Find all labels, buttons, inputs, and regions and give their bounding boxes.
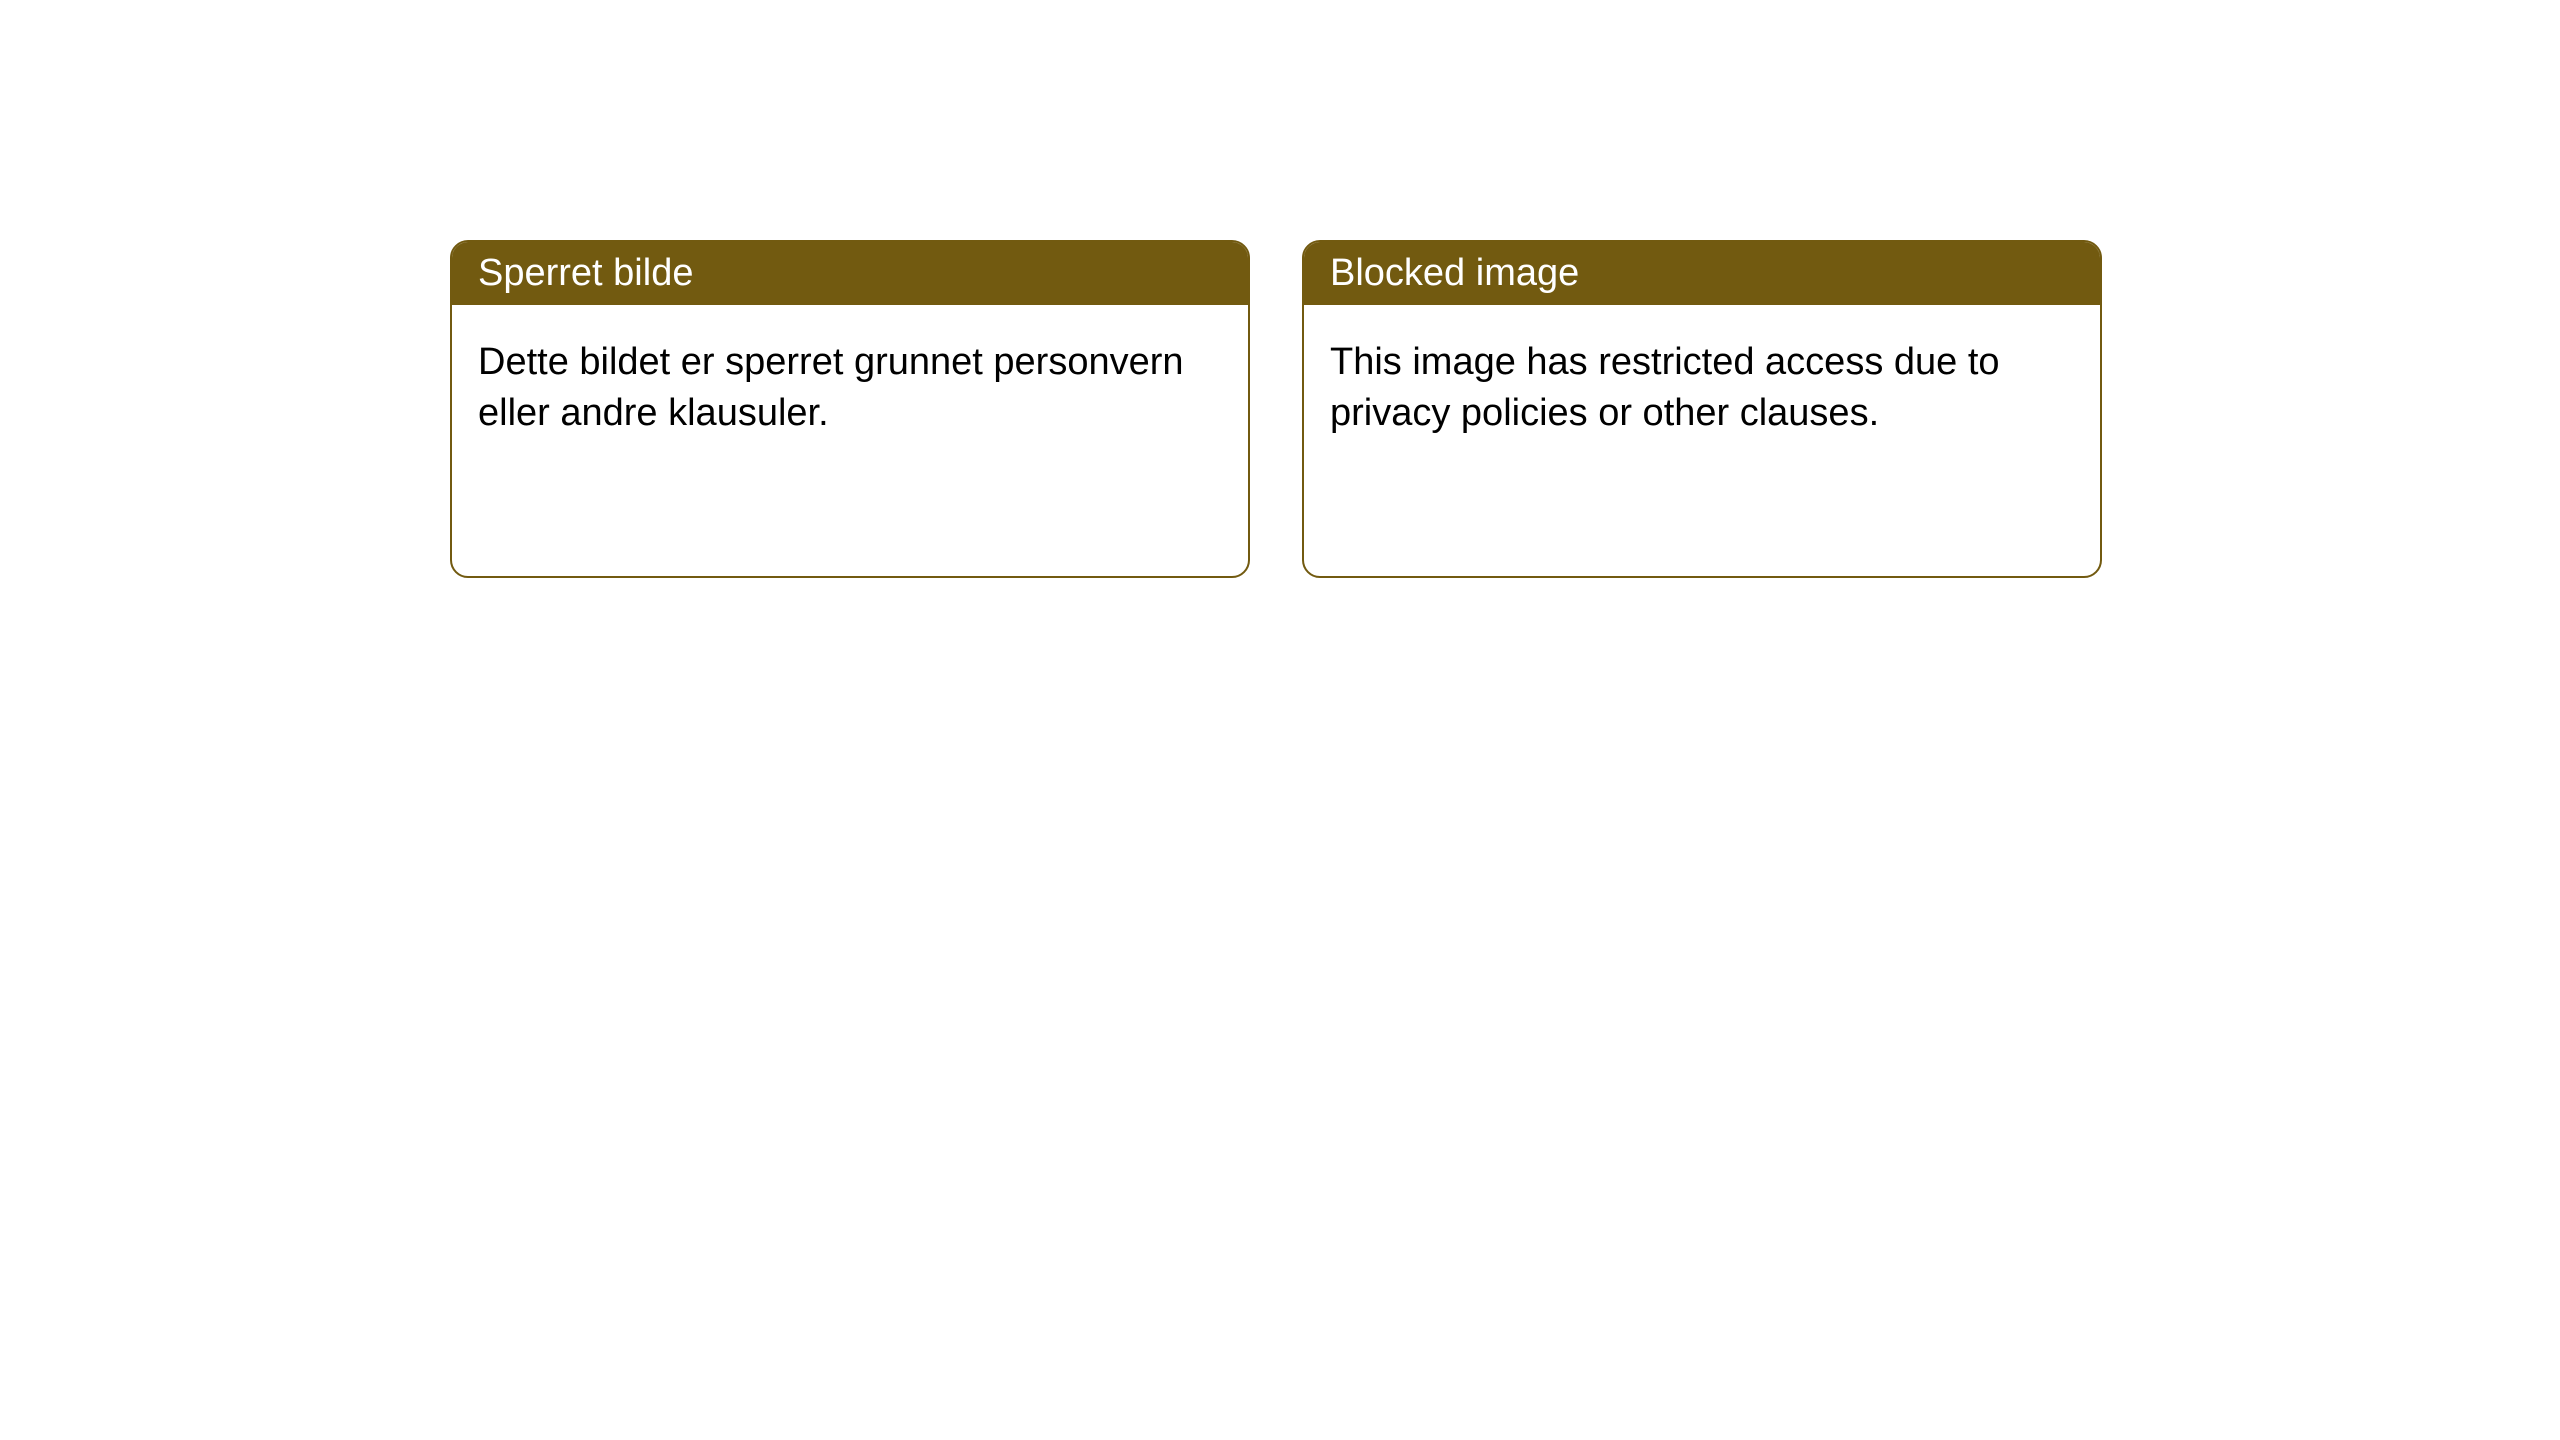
notice-card-body: This image has restricted access due to …	[1304, 305, 2100, 472]
notice-card-en: Blocked image This image has restricted …	[1302, 240, 2102, 578]
notice-container: Sperret bilde Dette bildet er sperret gr…	[0, 0, 2560, 578]
notice-card-body: Dette bildet er sperret grunnet personve…	[452, 305, 1248, 472]
notice-card-no: Sperret bilde Dette bildet er sperret gr…	[450, 240, 1250, 578]
notice-card-header: Sperret bilde	[452, 242, 1248, 305]
notice-card-header: Blocked image	[1304, 242, 2100, 305]
